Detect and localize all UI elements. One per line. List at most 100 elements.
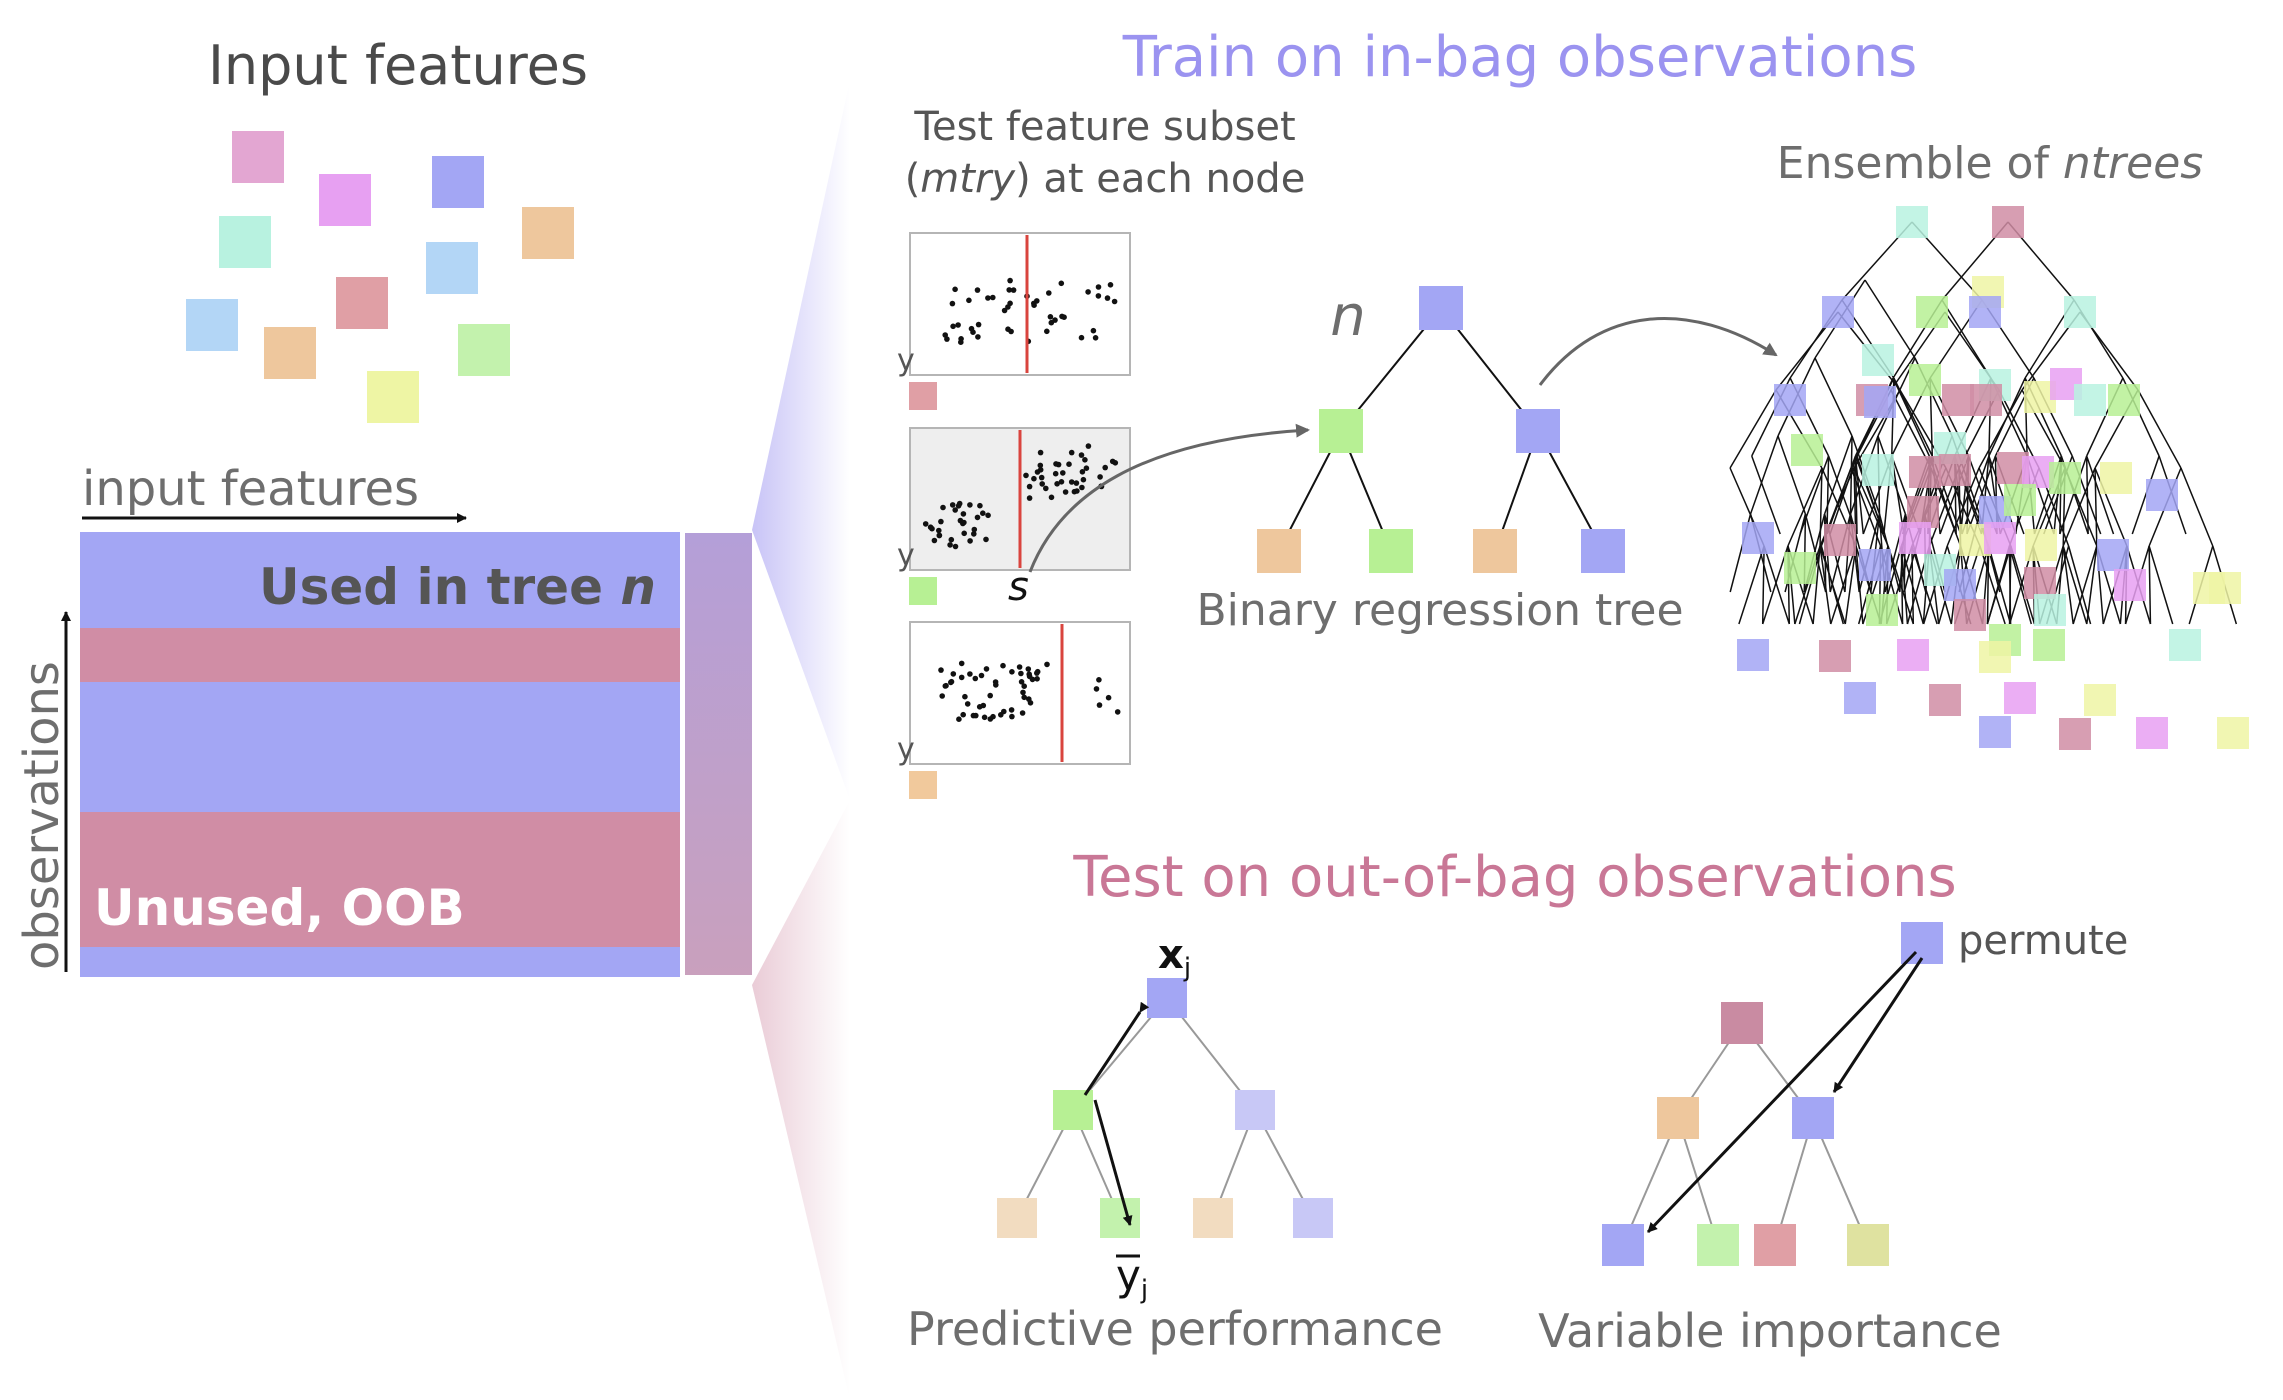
ensemble-node — [1897, 639, 1929, 671]
scatter-point — [952, 286, 958, 293]
scatter-point — [1059, 313, 1065, 320]
predictive-tree — [997, 978, 1333, 1238]
ensemble-label: Ensemble of ntrees — [1777, 138, 2203, 189]
ensemble-node — [1844, 682, 1876, 714]
tree-edge — [2008, 545, 2033, 625]
scatter-point — [1009, 669, 1015, 675]
panel-feature-square — [909, 577, 937, 605]
pred-tree-node — [997, 1198, 1037, 1238]
scatter-point — [972, 675, 979, 682]
scatter-point — [1034, 670, 1040, 676]
tree-edge — [2131, 455, 2160, 535]
scatter-point — [1095, 293, 1102, 299]
feature-square — [319, 174, 371, 226]
scatter-point — [1026, 696, 1032, 702]
unused-oob-label: Unused, OOB — [94, 879, 465, 937]
feature-square — [458, 324, 510, 376]
ensemble-node — [1899, 522, 1931, 554]
tree-node — [1516, 409, 1560, 453]
scatter-point — [931, 537, 938, 544]
tree-edge — [1787, 467, 1823, 547]
scatter-point — [1001, 307, 1008, 314]
used-in-tree-label: Used in tree n — [259, 558, 656, 616]
scatter-point — [1096, 677, 1102, 683]
tree-edge — [1961, 455, 1990, 535]
scatter-point — [939, 693, 945, 699]
scatter-point — [1047, 314, 1054, 320]
feature-square — [432, 156, 484, 208]
scatter-point — [1026, 671, 1032, 677]
scatter-point — [1083, 465, 1090, 472]
scatter-point — [1006, 287, 1012, 293]
scatter-point — [960, 711, 966, 718]
scatter-point — [1078, 334, 1085, 341]
tree-edge — [2148, 545, 2152, 625]
scatter-panels: y y y s — [897, 232, 1131, 799]
scatter-point — [1053, 461, 1059, 467]
scatter-point — [949, 300, 956, 307]
scatter-point — [1068, 479, 1075, 485]
scatter-point — [968, 325, 975, 332]
scatter-point — [938, 667, 944, 673]
scatter-point — [971, 526, 978, 533]
scatter-point — [980, 702, 987, 709]
tree-edge — [2137, 389, 2182, 469]
ensemble-node — [1984, 522, 2016, 554]
ensemble-node — [1791, 434, 1823, 466]
tree-edge — [2062, 467, 2096, 547]
scatter-point — [943, 682, 949, 689]
tree-node — [1473, 529, 1517, 573]
scatter-point — [1010, 287, 1017, 293]
scatter-point — [1093, 686, 1100, 692]
scatter-point — [1096, 702, 1103, 708]
pred-tree-node — [1235, 1090, 1275, 1130]
ensemble-node — [1864, 386, 1896, 418]
ensemble-node — [1909, 456, 1941, 488]
tree-edge — [1829, 455, 1858, 535]
scatter-point — [1066, 461, 1072, 468]
tree-edge — [2094, 467, 2098, 547]
tree-edge — [2086, 545, 2098, 625]
scatter-point — [974, 287, 981, 293]
feature-square — [186, 299, 238, 351]
ensemble-node — [2059, 718, 2091, 750]
scatter-point — [1111, 298, 1118, 305]
pred-tree-node — [1193, 1198, 1233, 1238]
xj-label: xj — [1158, 932, 1191, 983]
scatter-point — [993, 682, 999, 688]
tree-edge — [1812, 1117, 1869, 1246]
binary-tree-label: Binary regression tree — [1196, 585, 1683, 636]
scatter-point — [1105, 694, 1112, 701]
scatter-point — [1054, 481, 1060, 487]
scatter-point — [1037, 462, 1044, 469]
pred-tree-node — [1147, 978, 1187, 1018]
tree-edge — [2085, 455, 2115, 535]
scatter-point — [922, 521, 929, 527]
ensemble-node — [1970, 384, 2002, 416]
tree-node — [1419, 286, 1463, 330]
ensemble-node — [2146, 479, 2178, 511]
permute-label: permute — [1958, 918, 2128, 964]
scatter-point — [981, 714, 988, 721]
ensemble-node — [2004, 682, 2036, 714]
scatter-frame — [909, 232, 1131, 376]
scatter-point — [1095, 284, 1102, 290]
scatter-point — [952, 543, 959, 550]
scatter-point — [1021, 683, 1027, 689]
scatter-point — [1085, 443, 1092, 449]
ensemble-node — [1819, 640, 1851, 672]
tree-edge — [1978, 389, 2023, 469]
scatter-point — [1104, 295, 1111, 301]
scatter-point — [955, 503, 962, 509]
fan-top — [752, 80, 850, 800]
scatter-point — [1073, 480, 1080, 486]
scatter-point — [990, 294, 996, 301]
feature-square — [426, 242, 478, 294]
tree-edge — [1826, 455, 1830, 535]
tree-edge — [1890, 389, 1932, 469]
subset-line2: (mtry) at each node — [905, 156, 1306, 202]
tree-node — [1369, 529, 1413, 573]
permute-node — [1901, 922, 1943, 964]
scatter-point — [1025, 666, 1032, 672]
scatter-point — [960, 511, 967, 517]
